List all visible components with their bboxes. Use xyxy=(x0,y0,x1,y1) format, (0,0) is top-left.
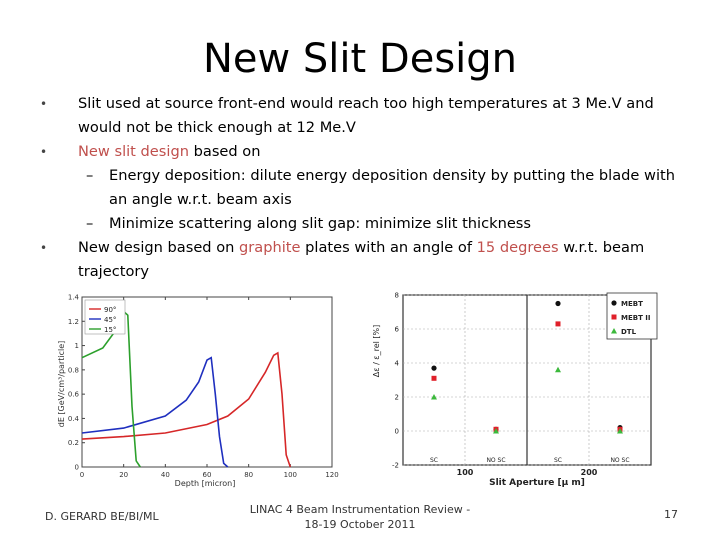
y-tick-label: 0.6 xyxy=(68,391,80,399)
emittance-chart: -2 0 2 4 6 8 SC NO SC SC NO SC 100 200 MEBT MEBT II D… xyxy=(367,291,660,487)
x-tick-label: 80 xyxy=(244,471,253,479)
dash-marker: – xyxy=(86,215,94,232)
y-tick-label: 4 xyxy=(395,360,400,368)
legend-label: MEBT II xyxy=(621,314,651,322)
y-axis-label: dE [GeV/cm³/particle] xyxy=(57,341,66,427)
x-tick-label: 60 xyxy=(203,471,212,479)
category-label: SC xyxy=(430,457,438,464)
legend-swatch xyxy=(611,314,617,320)
grid-group xyxy=(402,294,652,466)
data-point xyxy=(555,321,561,327)
legend-label: 90° xyxy=(104,306,116,314)
legend-label: MEBT xyxy=(621,300,643,308)
y-tick-label: 0.4 xyxy=(68,415,80,423)
page-number: 17 xyxy=(664,508,678,521)
energy-deposition-chart: 0 20 40 60 80 100 120 0 0.2 0.4 0.6 0.8 1 1.2 1.4 90° 4… xyxy=(55,292,345,492)
y-tick-label: 1.4 xyxy=(68,294,80,302)
bullet-marker: • xyxy=(40,241,48,255)
bullet-text: based on xyxy=(188,143,261,160)
bullet-marker: • xyxy=(40,145,48,159)
highlight-text: New slit design xyxy=(78,143,189,160)
y-tick-label: 0 xyxy=(395,428,399,436)
bullet-text: Slit used at source front-end would reac… xyxy=(78,95,654,136)
legend-label: DTL xyxy=(621,328,637,336)
category-label: NO SC xyxy=(486,457,505,464)
slide-title: New Slit Design xyxy=(202,36,518,82)
sub-bullet-1: – Energy deposition: dilute energy depos… xyxy=(45,164,695,212)
bullet-list: • Slit used at source front-end would re… xyxy=(40,92,695,284)
data-point xyxy=(431,375,437,381)
y-tick-label: -2 xyxy=(392,462,399,470)
footer-event-line-2: 18-19 October 2011 xyxy=(304,518,416,531)
category-label: NO SC xyxy=(610,457,629,464)
y-tick-label: 8 xyxy=(395,292,399,300)
bullet-marker: • xyxy=(40,97,48,111)
x-tick-label: 40 xyxy=(161,471,170,479)
data-point xyxy=(555,366,561,373)
legend-label: 45° xyxy=(104,316,116,324)
legend-label: 15° xyxy=(104,326,116,334)
data-point xyxy=(431,365,437,371)
bullet-1: • Slit used at source front-end would re… xyxy=(40,92,695,140)
data-point xyxy=(555,300,561,307)
y-axis-label: Δε / ε_rel [%] xyxy=(372,325,381,378)
chart-legend: MEBT MEBT II DTL xyxy=(606,292,658,340)
tick-group: -2 0 2 4 6 8 SC NO SC SC NO SC 100 200 xyxy=(392,292,630,478)
y-tick-label: 2 xyxy=(395,394,399,402)
dash-marker: – xyxy=(86,167,94,184)
footer-event: LINAC 4 Beam Instrumentation Review - 18… xyxy=(240,502,480,532)
series-line xyxy=(81,356,229,468)
bullet-2: • New slit design based on xyxy=(40,140,695,164)
x-axis-label: Depth [micron] xyxy=(175,479,236,488)
legend-swatch xyxy=(611,300,617,306)
x-tick-label: 0 xyxy=(80,471,84,479)
data-point xyxy=(493,428,499,434)
highlight-text: graphite xyxy=(239,239,301,256)
legend-swatch xyxy=(611,328,617,334)
y-tick-label: 0.8 xyxy=(68,366,79,374)
y-tick-label: 1 xyxy=(75,342,79,350)
highlight-text: 15 degrees xyxy=(476,239,559,256)
x-tick-label: 100 xyxy=(284,471,297,479)
x-tick-label: 100 xyxy=(457,468,474,477)
bullet-text: w.r.t. beam trajectory xyxy=(78,239,645,280)
sub-bullet-text: Minimize scattering along slit gap: mini… xyxy=(109,215,532,232)
x-tick-label: 200 xyxy=(581,468,598,477)
series-group xyxy=(81,310,292,468)
sub-bullet-2: – Minimize scattering along slit gap: mi… xyxy=(45,212,695,236)
x-tick-label: 20 xyxy=(119,471,128,479)
tick-group: 0 20 40 60 80 100 120 0 0.2 0.4 0.6 0.8 1 1.2 1.4 xyxy=(68,294,339,480)
data-point xyxy=(617,428,623,434)
series-group xyxy=(431,300,623,434)
bullet-text: plates with an angle of xyxy=(300,239,477,256)
y-tick-label: 0 xyxy=(75,464,79,472)
footer-event-line-1: LINAC 4 Beam Instrumentation Review - xyxy=(249,503,471,516)
series-line xyxy=(81,351,292,468)
y-tick-label: 1.2 xyxy=(68,318,79,326)
x-tick-label: 120 xyxy=(325,471,338,479)
y-tick-label: 0.2 xyxy=(68,439,79,447)
footer-author: D. GERARD BE/BI/ML xyxy=(45,510,159,523)
bullet-text: New design based on xyxy=(78,239,240,256)
data-point xyxy=(431,394,437,400)
x-axis-label: Slit Aperture [μ m] xyxy=(489,478,585,487)
sub-bullet-text: Energy deposition: dilute energy deposit… xyxy=(109,167,676,208)
series-line xyxy=(81,310,141,468)
chart-legend: 90° 45° 15° xyxy=(84,299,126,335)
bullet-3: • New design based on graphite plates wi… xyxy=(40,236,695,284)
y-tick-label: 6 xyxy=(395,326,400,334)
category-label: SC xyxy=(554,457,562,464)
